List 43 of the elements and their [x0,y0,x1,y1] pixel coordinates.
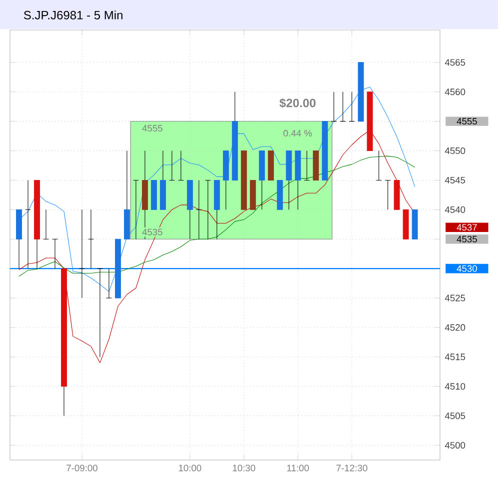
ref-line-label: 4530 [456,265,477,272]
y-tick-label: 4515 [444,354,466,360]
candlestick [348,92,355,122]
candlestick [88,209,94,269]
candlestick [376,150,382,180]
x-tick-label: 7-12:30 [336,464,368,472]
annotation: 4535 [142,228,162,236]
y-tick-label: 4510 [444,383,466,390]
candlestick [96,268,103,358]
candlestick [132,180,139,240]
x-tick-label: 10:00 [178,464,202,472]
y-tick-label: 4505 [444,412,466,420]
candlestick [340,92,346,122]
y-tick-label: 4540 [444,206,466,213]
y-tick-label: 4520 [444,324,466,331]
candlestick [196,180,202,240]
candlestick [178,150,184,180]
candlestick [304,150,310,180]
y-tick-label: 4565 [444,59,466,66]
text: 4537 [456,224,477,231]
annotation: 0.44 % [284,130,312,137]
x-tick-label: 10:30 [232,464,256,472]
candlestick [204,180,211,240]
x-tick-label: 7-09:00 [66,464,98,472]
text: 4535 [456,236,477,242]
annotation: $20.00 [279,98,316,108]
candlestick [25,180,31,269]
chart-title: S.JP.J6981 - 5 Min [24,10,122,20]
candlestick [384,180,391,210]
y-tick-label: 4545 [444,176,466,184]
annotation: 4555 [142,125,162,132]
y-tick-label: 4525 [444,294,466,302]
y-tick-label: 4550 [444,147,466,154]
candlestick [43,209,49,240]
y-tick-label: 4500 [444,442,466,449]
text: 4555 [456,118,477,125]
candlestick [79,209,85,298]
candlestick [168,150,175,180]
candlestick [106,268,112,298]
x-tick-label: 11:00 [287,464,309,472]
candlestick [330,92,337,122]
candlestick [52,238,58,269]
y-tick-label: 4560 [444,88,466,96]
